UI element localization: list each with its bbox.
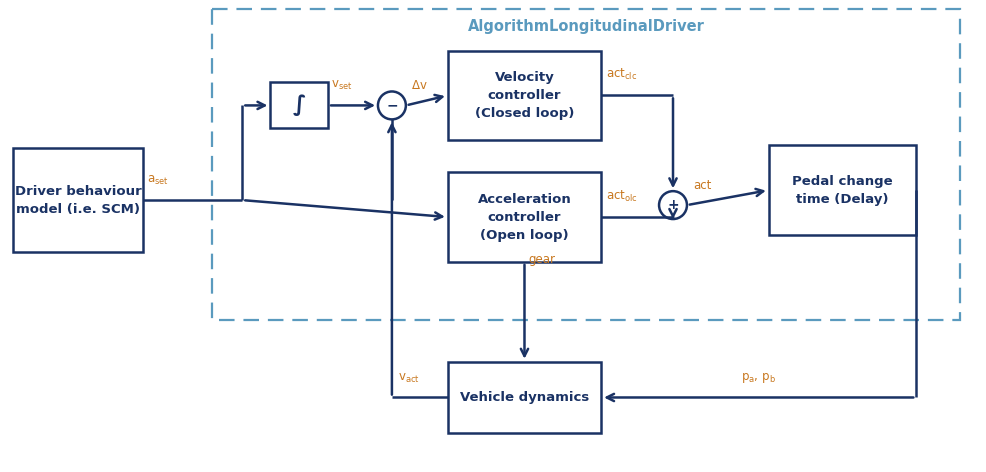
Text: Acceleration
controller
(Open loop): Acceleration controller (Open loop) — [477, 193, 571, 242]
Text: Driver behaviour
model (i.e. SCM): Driver behaviour model (i.e. SCM) — [15, 185, 141, 216]
Text: v$_{\mathsf{set}}$: v$_{\mathsf{set}}$ — [331, 79, 353, 93]
Text: act: act — [693, 179, 711, 192]
Text: gear: gear — [528, 253, 555, 266]
Text: ∫: ∫ — [293, 94, 306, 116]
Bar — [769, 145, 916, 235]
Text: act$_{\mathsf{olc}}$: act$_{\mathsf{olc}}$ — [606, 189, 638, 204]
Text: −: − — [387, 99, 397, 112]
Text: $\Delta$v: $\Delta$v — [411, 79, 428, 93]
Text: AlgorithmLongitudinalDriver: AlgorithmLongitudinalDriver — [467, 19, 705, 34]
Text: v$_{\mathsf{act}}$: v$_{\mathsf{act}}$ — [398, 371, 420, 385]
Text: a$_{\mathsf{set}}$: a$_{\mathsf{set}}$ — [147, 174, 169, 187]
Bar — [270, 83, 328, 128]
Text: Velocity
controller
(Closed loop): Velocity controller (Closed loop) — [475, 71, 574, 120]
Bar — [448, 362, 601, 433]
Bar — [448, 51, 601, 140]
Text: p$_{\mathsf{a}}$, p$_{\mathsf{b}}$: p$_{\mathsf{a}}$, p$_{\mathsf{b}}$ — [741, 371, 776, 385]
Text: Vehicle dynamics: Vehicle dynamics — [459, 391, 589, 404]
Text: Pedal change
time (Delay): Pedal change time (Delay) — [792, 175, 892, 206]
Bar — [448, 172, 601, 262]
Bar — [13, 148, 143, 252]
Text: act$_{\mathsf{clc}}$: act$_{\mathsf{clc}}$ — [606, 67, 638, 83]
Bar — [213, 8, 960, 320]
Text: +: + — [668, 198, 678, 212]
